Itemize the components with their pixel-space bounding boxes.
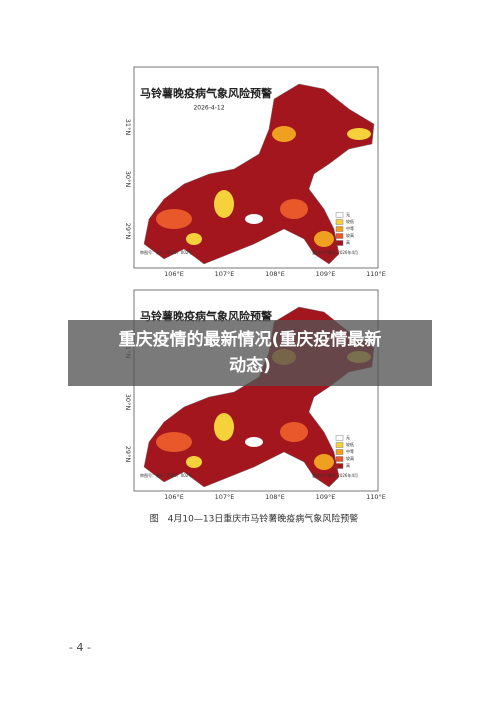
y-axis-label: 30°N	[124, 394, 132, 411]
x-axis-label: 108°E	[265, 270, 285, 278]
x-axis-label: 110°E	[366, 270, 386, 278]
map-note: 审图号：渝S（2026）002号	[140, 249, 192, 255]
legend-swatch	[335, 212, 344, 218]
overlay-title: 重庆疫情的最新情况(重庆疫情最新	[119, 329, 382, 350]
map-title: 马铃薯晚疫病气象风险预警	[140, 86, 272, 100]
legend-label: 较高	[346, 455, 354, 461]
legend-swatch	[335, 226, 344, 232]
map-note: 审图号：渝S（2026）002号	[140, 472, 192, 478]
legend-swatch	[335, 456, 344, 462]
y-axis-label: 29°N	[124, 223, 132, 240]
overlay-title: 动态)	[229, 355, 271, 376]
y-axis-label: 29°N	[124, 446, 132, 463]
map-date: 2026-4-12	[193, 105, 224, 112]
overlay-band	[68, 320, 432, 386]
legend-swatch	[335, 240, 344, 246]
legend-swatch	[335, 435, 344, 441]
legend-label: 较低	[346, 218, 354, 224]
x-axis-label: 106°E	[164, 493, 184, 501]
map-note: 重庆市气象台 2026年4月	[312, 249, 358, 255]
legend-label: 无	[346, 212, 350, 217]
legend-label: 无	[346, 435, 350, 440]
page-number: - 4 -	[69, 641, 91, 654]
legend-swatch	[335, 233, 344, 239]
legend-label: 较高	[346, 232, 354, 238]
legend-label: 中等	[346, 225, 354, 231]
x-axis-label: 107°E	[215, 493, 235, 501]
x-axis-label: 106°E	[164, 270, 184, 278]
legend-swatch	[335, 442, 344, 448]
x-axis-label: 110°E	[366, 493, 386, 501]
y-axis-label: 30°N	[124, 171, 132, 188]
x-axis-label: 108°E	[265, 493, 285, 501]
legend-swatch	[335, 463, 344, 469]
x-axis-label: 109°E	[316, 493, 336, 501]
x-axis-label: 109°E	[316, 270, 336, 278]
map-title: 马铃薯晚疫病气象风险预警	[140, 309, 272, 323]
legend-swatch	[335, 449, 344, 455]
map-figure: 马铃薯晚疫病气象风险预警 2026-4-12 无较低中等较高高审图号：渝S（2026…	[124, 66, 386, 278]
figure-caption: 图 4月10—13日重庆市马铃薯晚疫病气象风险预警	[150, 513, 359, 525]
legend-label: 较低	[346, 441, 354, 447]
legend-swatch	[335, 219, 344, 225]
x-axis-label: 107°E	[215, 270, 235, 278]
y-axis-label: 31°N	[124, 119, 132, 136]
legend-label: 高	[346, 239, 350, 245]
map-note: 重庆市气象台 2026年4月	[312, 472, 358, 478]
legend-label: 高	[346, 462, 350, 468]
legend-label: 中等	[346, 448, 354, 454]
